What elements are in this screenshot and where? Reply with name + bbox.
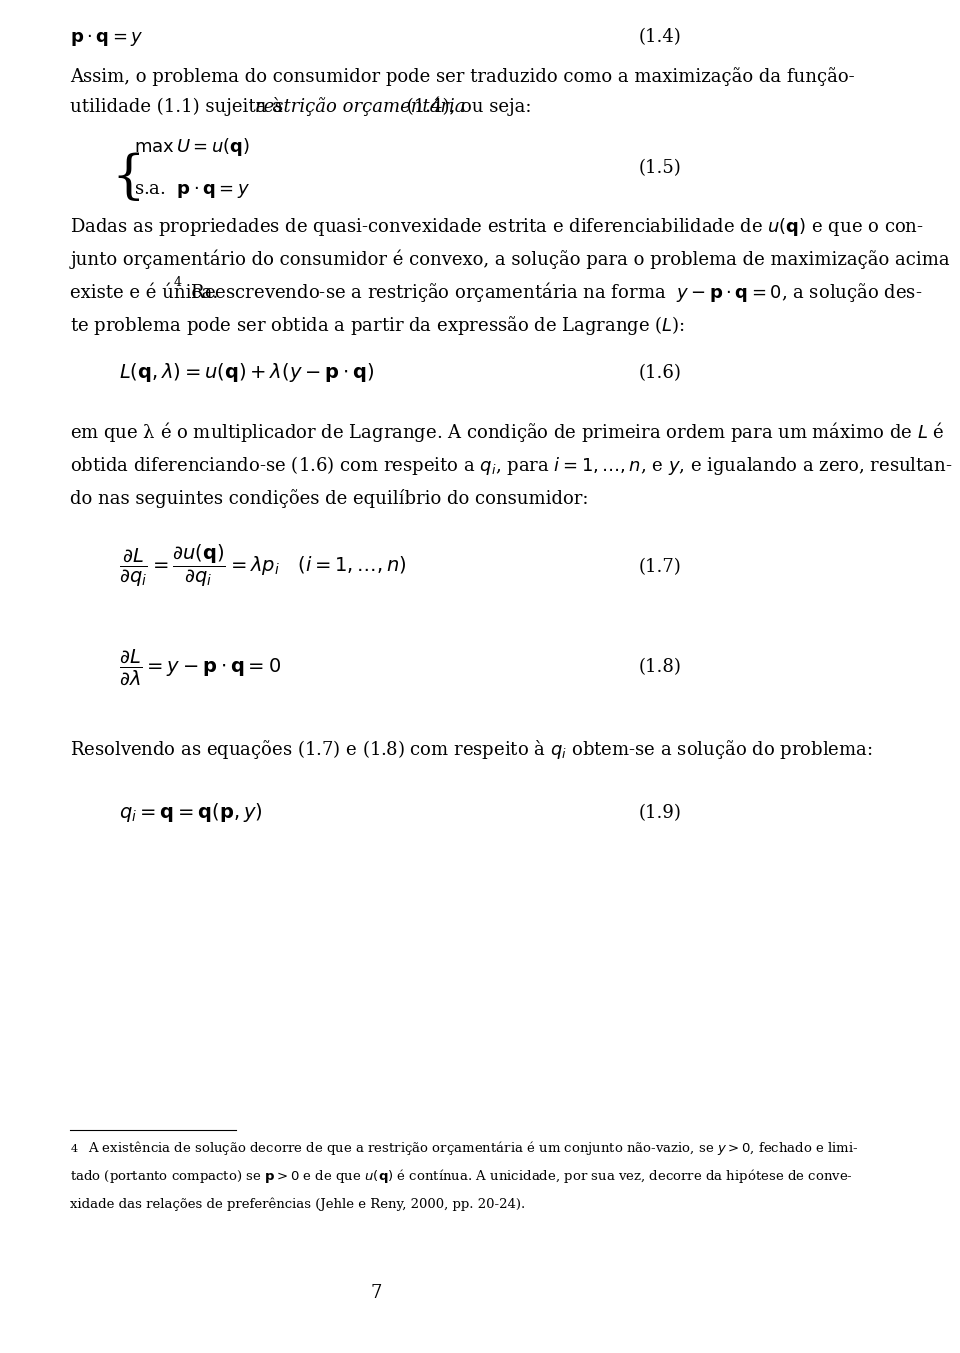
Text: 4: 4 xyxy=(70,1145,78,1154)
Text: $\max\, U = u(\mathbf{q})$: $\max\, U = u(\mathbf{q})$ xyxy=(134,137,251,158)
Text: Resolvendo as equações (1.7) e (1.8) com respeito à $q_i$ obtem-se a solução do : Resolvendo as equações (1.7) e (1.8) com… xyxy=(70,737,873,760)
Text: (1.6): (1.6) xyxy=(638,364,682,382)
Text: xidade das relações de preferências (Jehle e Reny, 2000, pp. 20-24).: xidade das relações de preferências (Jeh… xyxy=(70,1197,526,1211)
Text: A existência de solução decorre de que a restrição orçamentária é um conjunto nã: A existência de solução decorre de que a… xyxy=(84,1139,858,1157)
Text: $\mathbf{p} \cdot \mathbf{q} = y$: $\mathbf{p} \cdot \mathbf{q} = y$ xyxy=(70,30,144,47)
Text: $L(\mathbf{q}, \lambda) = u(\mathbf{q}) + \lambda(y - \mathbf{p} \cdot \mathbf{q: $L(\mathbf{q}, \lambda) = u(\mathbf{q}) … xyxy=(119,361,374,384)
Text: utilidade (1.1) sujeita à: utilidade (1.1) sujeita à xyxy=(70,97,289,116)
Text: junto orçamentário do consumidor é convexo, a solução para o problema de maximiz: junto orçamentário do consumidor é conve… xyxy=(70,249,950,269)
Text: Dadas as propriedades de quasi-convexidade estrita e diferenciabilidade de $u(\m: Dadas as propriedades de quasi-convexida… xyxy=(70,216,924,238)
Text: (1.8): (1.8) xyxy=(638,658,682,676)
Text: (1.5): (1.5) xyxy=(638,160,682,177)
Text: obtida diferenciando-se (1.6) com respeito a $q_i$, para $i = 1,\ldots,n$, e $y$: obtida diferenciando-se (1.6) com respei… xyxy=(70,455,953,478)
Text: restrição orçamentária: restrição orçamentária xyxy=(254,96,466,116)
Text: Reescrevendo-se a restrição orçamentária na forma  $y - \mathbf{p} \cdot \mathbf: Reescrevendo-se a restrição orçamentária… xyxy=(184,280,923,304)
Text: s.a.  $\mathbf{p} \cdot \mathbf{q} = y$: s.a. $\mathbf{p} \cdot \mathbf{q} = y$ xyxy=(134,183,251,200)
Text: 7: 7 xyxy=(371,1284,381,1302)
Text: {: { xyxy=(111,152,146,203)
Text: (1.7): (1.7) xyxy=(638,557,682,576)
Text: em que λ é o multiplicador de Lagrange. A condição de primeira ordem para um máx: em que λ é o multiplicador de Lagrange. … xyxy=(70,419,945,444)
Text: Assim, o problema do consumidor pode ser traduzido como a maximização da função-: Assim, o problema do consumidor pode ser… xyxy=(70,68,855,87)
Text: existe e é única.: existe e é única. xyxy=(70,284,219,302)
Text: (1.4): (1.4) xyxy=(638,28,682,46)
Text: tado (portanto compacto) se $\mathbf{p} > 0$ e de que $u(\mathbf{q})$ é contínua: tado (portanto compacto) se $\mathbf{p} … xyxy=(70,1168,853,1185)
Text: $\dfrac{\partial L}{\partial q_i} = \dfrac{\partial u(\mathbf{q})}{\partial q_i}: $\dfrac{\partial L}{\partial q_i} = \dfr… xyxy=(119,543,407,589)
Text: (1.9): (1.9) xyxy=(638,804,682,823)
Text: do nas seguintes condições de equilíbrio do consumidor:: do nas seguintes condições de equilíbrio… xyxy=(70,488,589,507)
Text: te problema pode ser obtida a partir da expressão de Lagrange ($L$):: te problema pode ser obtida a partir da … xyxy=(70,314,685,337)
Text: $\dfrac{\partial L}{\partial \lambda} = y - \mathbf{p} \cdot \mathbf{q} = 0$: $\dfrac{\partial L}{\partial \lambda} = … xyxy=(119,648,281,687)
Text: (1.4), ou seja:: (1.4), ou seja: xyxy=(401,97,532,116)
Text: $q_i = \mathbf{q} = \mathbf{q}(\mathbf{p}, y)$: $q_i = \mathbf{q} = \mathbf{q}(\mathbf{p… xyxy=(119,801,263,824)
Text: 4: 4 xyxy=(174,276,181,290)
